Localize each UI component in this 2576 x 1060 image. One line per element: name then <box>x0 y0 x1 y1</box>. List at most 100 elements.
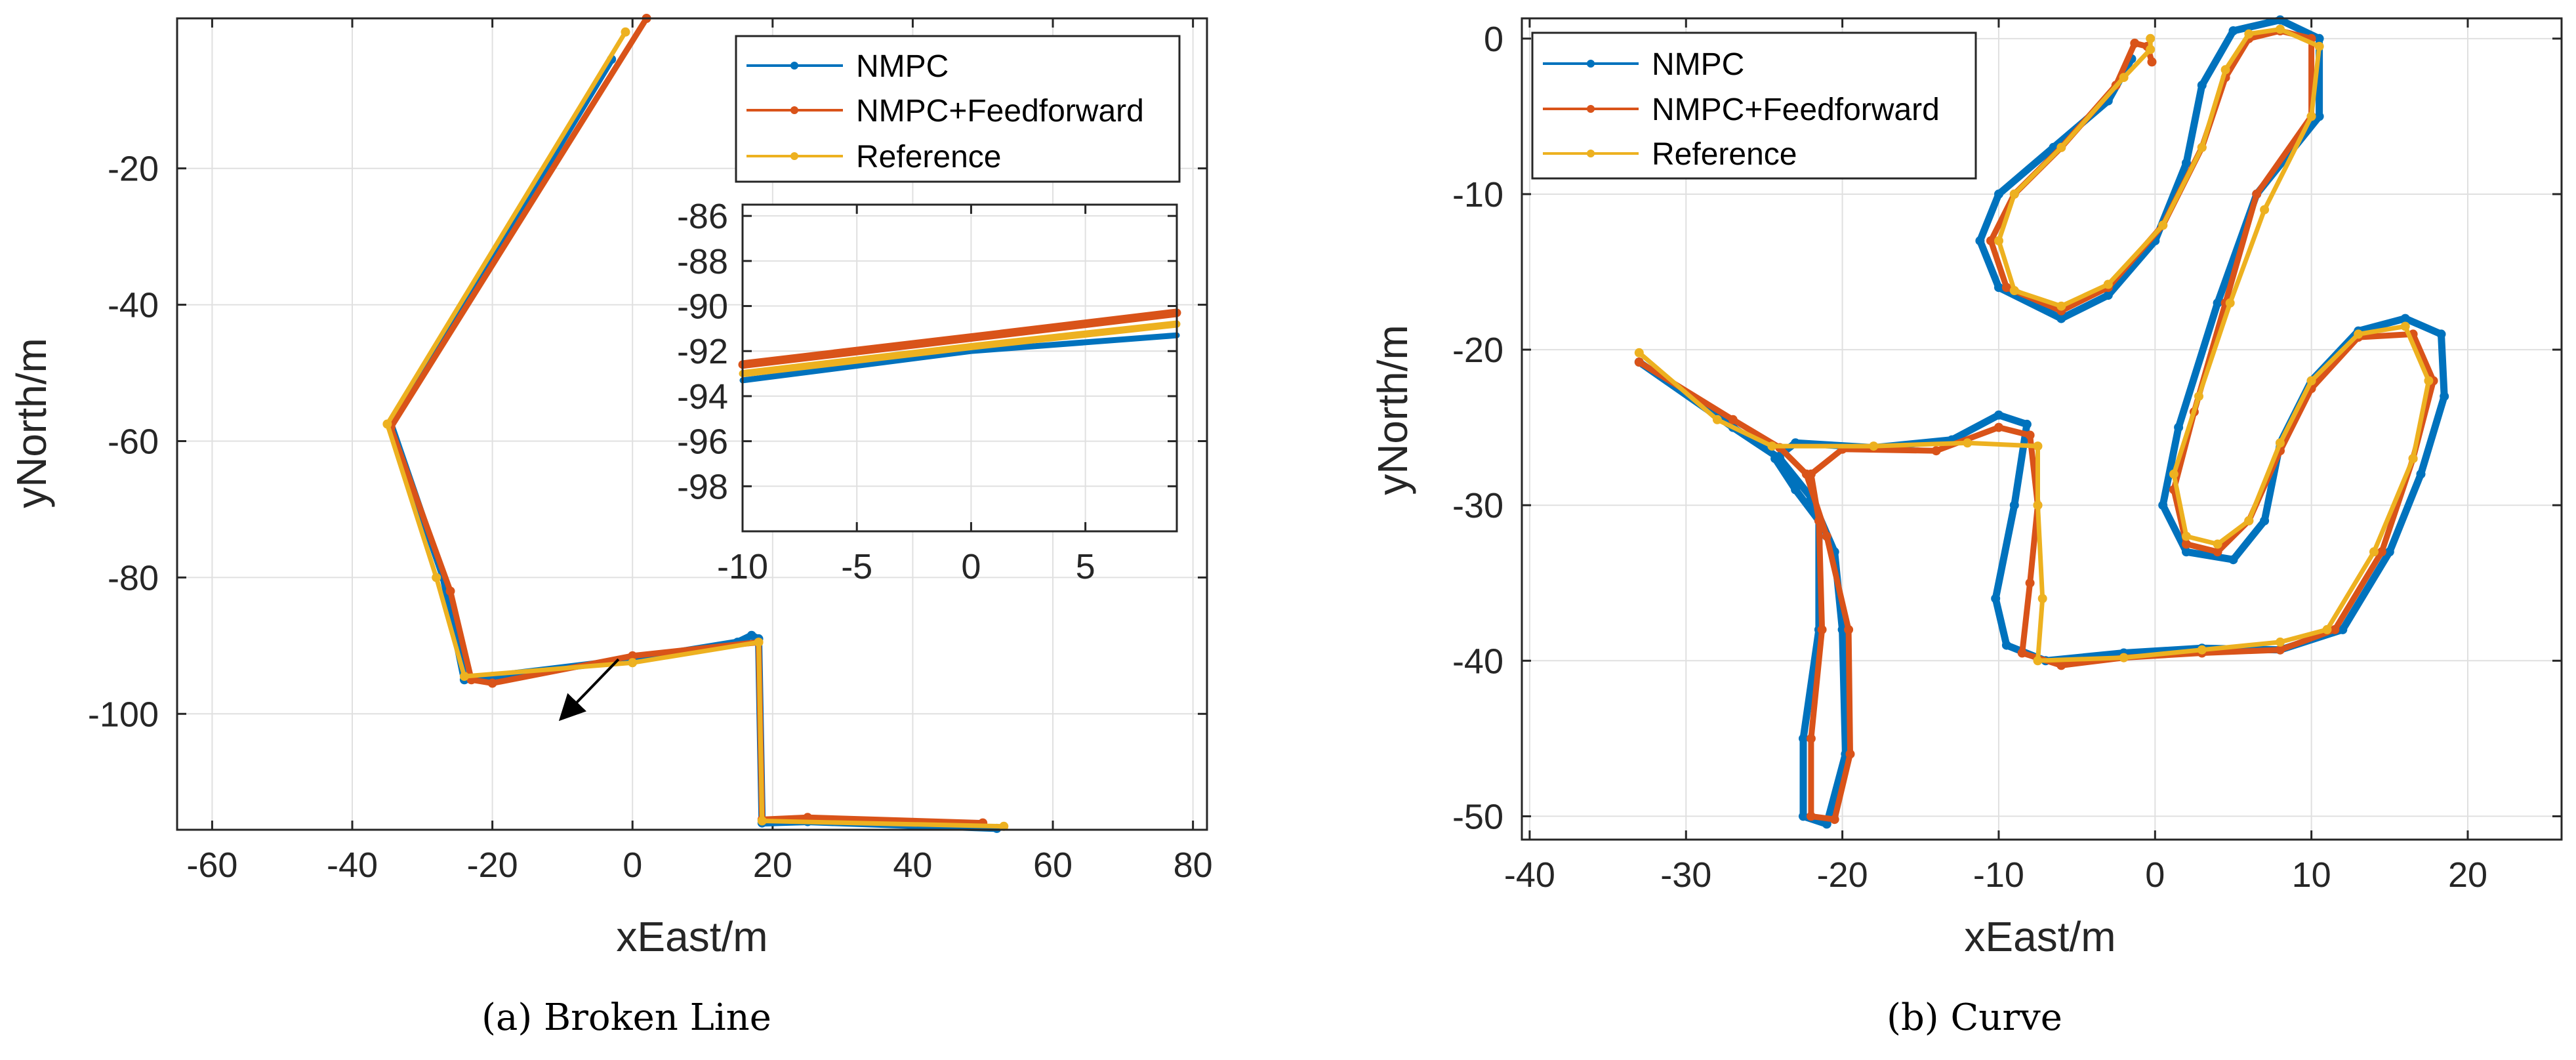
y-tick-label: -80 <box>108 558 159 598</box>
series-point-ff <box>2001 283 2011 293</box>
series-point-ref <box>2037 594 2047 603</box>
series-point-nmpc <box>2338 624 2348 634</box>
series-point-nmpc <box>2260 516 2270 525</box>
legend-marker-ff <box>790 106 798 114</box>
series-point-ff <box>2130 38 2140 48</box>
y-tick-label: -40 <box>1452 642 1503 681</box>
series-point-ref <box>2369 547 2379 557</box>
chart-curve: -40 -30 -20 -10 0 10 20 0-10-20-30-40-50 xEast… <box>1369 15 2563 1039</box>
series-point-ref <box>2213 539 2222 549</box>
series-point-nmpc <box>746 630 756 640</box>
series-layer <box>382 14 1009 833</box>
series-line-ref <box>739 320 1181 378</box>
x-tick-label: -40 <box>327 846 378 885</box>
series-point-nmpc <box>1799 811 1808 821</box>
x-tick-label: 20 <box>753 846 792 885</box>
series-point-ref <box>2244 516 2254 525</box>
series-point-ff <box>2377 547 2386 557</box>
series-point-nmpc <box>2384 547 2394 557</box>
x-axis-label: xEast/m <box>1964 913 2116 960</box>
x-tick-label: 40 <box>893 846 932 885</box>
series-point-ff <box>1728 415 1738 424</box>
series-point-ref <box>2197 142 2207 152</box>
series-point-nmpc <box>1994 189 2003 199</box>
y-tick-label: -40 <box>108 286 159 325</box>
series-point-ref <box>1963 438 1973 448</box>
caption-a: (a) Broken Line <box>481 996 771 1039</box>
series-point-ff <box>2147 57 2157 67</box>
series-point-ff <box>2276 645 2285 655</box>
zoom-arrow <box>558 658 620 722</box>
x-tick-label: 0 <box>623 846 642 885</box>
series-point-ff <box>2056 661 2066 670</box>
series-point-nmpc <box>1770 454 1780 464</box>
series-point-ref <box>2220 65 2230 75</box>
y-axis-label: yNorth/m <box>8 338 55 508</box>
x-tick-label: -10 <box>1973 855 2024 895</box>
legend-marker-ff <box>1587 105 1595 113</box>
series-point-ff <box>2252 189 2262 199</box>
inset-y-tick-labels: -86 -88 -90 -92 -94 -96 -98 <box>677 197 728 506</box>
x-tick-label: -60 <box>186 846 237 885</box>
series-point-ref <box>999 821 1009 831</box>
series-point-nmpc <box>2197 81 2207 90</box>
y-axis-label: yNorth/m <box>1369 325 1416 495</box>
legend-label-ff: NMPC+Feedforward <box>856 94 1144 129</box>
y-tick-label: -20 <box>108 150 159 189</box>
series-point-nmpc <box>1994 410 2003 420</box>
series-point-ref <box>2169 469 2178 479</box>
y-tick-labels: 0 -10 -20 -30 -40 -50 <box>1452 20 1503 837</box>
plot-frame <box>1521 17 2563 841</box>
series-point-ff <box>487 678 497 688</box>
series-line-nmpc <box>739 332 1180 384</box>
legend-label-nmpc: NMPC <box>856 49 949 84</box>
series-point-ref <box>2182 531 2191 541</box>
series-point-ref <box>2119 653 2129 662</box>
series-point-nmpc <box>2182 158 2191 168</box>
y-tick-label: -96 <box>677 422 728 462</box>
series-point-nmpc <box>2416 469 2426 479</box>
series-point-ref <box>2306 376 2316 386</box>
y-tick-label: -10 <box>1452 175 1503 214</box>
series-point-ref <box>2056 142 2066 152</box>
series-point-nmpc <box>2174 422 2184 432</box>
legend-marker-ref <box>790 152 798 160</box>
series-point-ff <box>2330 624 2340 634</box>
series-layer <box>1634 15 2449 829</box>
series-point-ff <box>1806 733 1816 743</box>
series-point-ref <box>2119 73 2129 83</box>
x-tick-label: -20 <box>467 846 518 885</box>
series-point-ff <box>1994 422 2003 432</box>
series-point-ff <box>2182 539 2191 549</box>
series-point-ref <box>2400 321 2410 331</box>
series-point-ref <box>2033 441 2043 451</box>
series-point-ff <box>1844 624 1854 634</box>
series-point-nmpc <box>2103 291 2113 300</box>
series-point-ff <box>1634 357 1644 367</box>
inset-grid <box>741 205 1177 531</box>
y-tick-label: -90 <box>677 287 728 327</box>
series-point-nmpc <box>2001 640 2011 650</box>
series-point-ref <box>459 672 469 682</box>
plot-frame <box>176 17 1208 831</box>
inset-zoom: -10 -5 0 5 -86 -88 -90 -92 -94 -96 -98 <box>677 197 1181 586</box>
y-tick-label: -86 <box>677 197 728 236</box>
legend-label-nmpc: NMPC <box>1652 47 1744 82</box>
series-point-ref <box>2197 645 2207 655</box>
y-tick-label: 0 <box>1484 20 1503 59</box>
series-point-ff <box>2213 547 2222 557</box>
legend-marker-nmpc <box>1587 60 1595 68</box>
series-point-nmpc <box>1991 594 2001 603</box>
series-point-ref <box>2103 279 2113 289</box>
inset-series-layer <box>738 308 1181 384</box>
series-point-ff <box>2017 648 2027 658</box>
series-point-ref <box>1767 441 1777 451</box>
series-point-ref <box>628 658 638 668</box>
series-point-ff <box>1845 749 1855 759</box>
series-point-nmpc <box>2314 33 2324 43</box>
x-tick-label: -10 <box>717 547 768 586</box>
series-point-ref <box>2009 189 2019 199</box>
series-point-ref <box>2306 112 2316 121</box>
legend: NMPC NMPC+Feedforward Reference <box>1531 31 1977 180</box>
